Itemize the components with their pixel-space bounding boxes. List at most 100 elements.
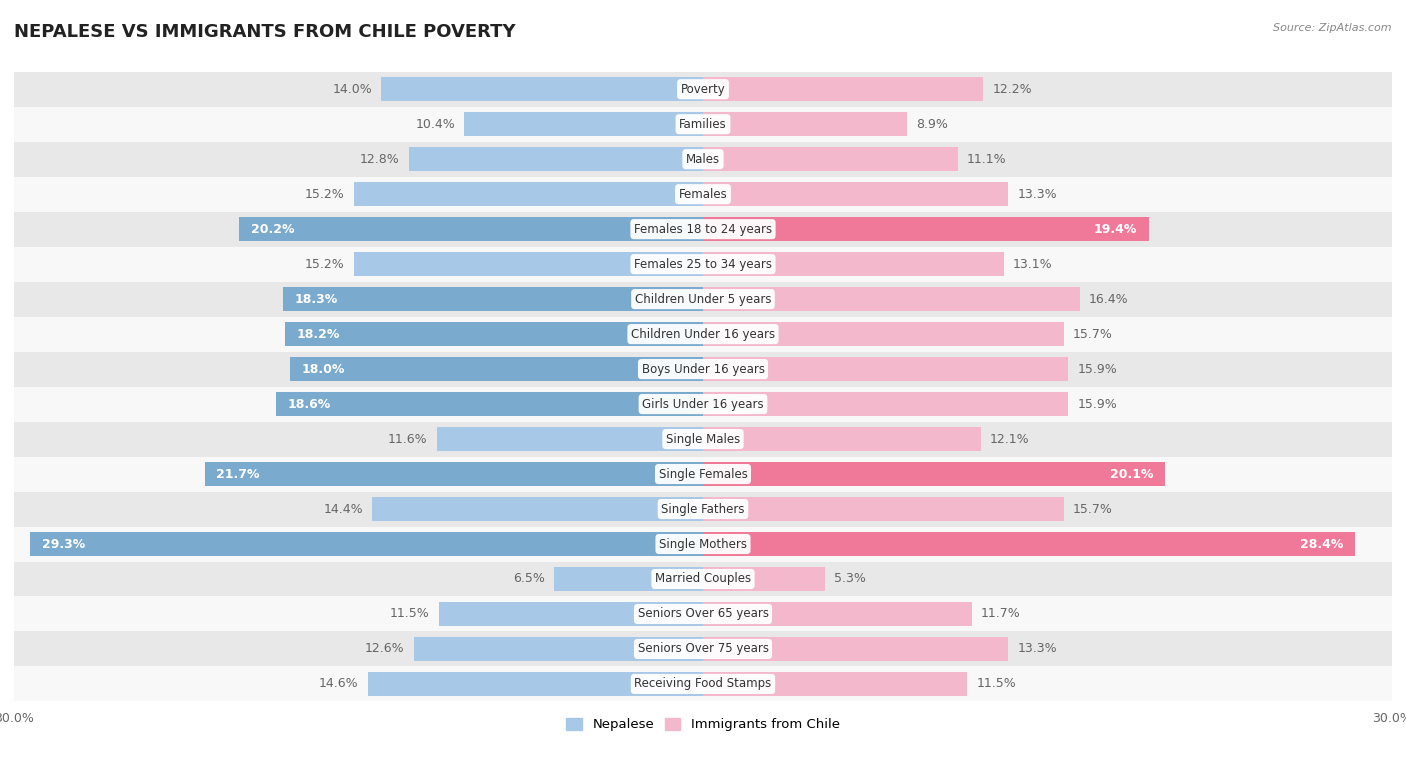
Bar xyxy=(14,597,1392,631)
Text: 14.0%: 14.0% xyxy=(333,83,373,96)
Bar xyxy=(703,77,983,101)
Bar xyxy=(703,428,981,451)
Bar xyxy=(381,77,703,101)
Bar xyxy=(703,392,1069,416)
Text: Married Couples: Married Couples xyxy=(655,572,751,585)
Text: 28.4%: 28.4% xyxy=(1301,537,1344,550)
Text: 15.9%: 15.9% xyxy=(1077,398,1118,411)
Text: Boys Under 16 years: Boys Under 16 years xyxy=(641,362,765,375)
Bar xyxy=(14,456,1392,491)
Text: Children Under 16 years: Children Under 16 years xyxy=(631,327,775,340)
Text: 18.0%: 18.0% xyxy=(301,362,344,375)
Text: 13.1%: 13.1% xyxy=(1012,258,1053,271)
Text: Females 25 to 34 years: Females 25 to 34 years xyxy=(634,258,772,271)
Bar xyxy=(437,428,703,451)
Bar xyxy=(703,112,907,136)
Text: Seniors Over 65 years: Seniors Over 65 years xyxy=(637,607,769,621)
Text: 13.3%: 13.3% xyxy=(1018,188,1057,201)
Text: 18.2%: 18.2% xyxy=(297,327,340,340)
Text: 11.5%: 11.5% xyxy=(976,678,1017,691)
Bar xyxy=(703,637,1008,661)
Text: 6.5%: 6.5% xyxy=(513,572,544,585)
Bar xyxy=(703,602,972,626)
Bar xyxy=(703,497,1063,521)
Text: Families: Families xyxy=(679,117,727,130)
Text: 12.8%: 12.8% xyxy=(360,152,399,166)
Bar xyxy=(14,72,1392,107)
Text: Seniors Over 75 years: Seniors Over 75 years xyxy=(637,643,769,656)
Text: 15.2%: 15.2% xyxy=(305,188,344,201)
Text: 13.3%: 13.3% xyxy=(1018,643,1057,656)
Bar xyxy=(703,567,825,591)
Text: Poverty: Poverty xyxy=(681,83,725,96)
Text: NEPALESE VS IMMIGRANTS FROM CHILE POVERTY: NEPALESE VS IMMIGRANTS FROM CHILE POVERT… xyxy=(14,23,516,41)
Bar xyxy=(14,387,1392,421)
Bar xyxy=(14,282,1392,317)
Text: 18.6%: 18.6% xyxy=(287,398,330,411)
Bar xyxy=(703,357,1069,381)
Bar xyxy=(14,107,1392,142)
Text: 11.1%: 11.1% xyxy=(967,152,1007,166)
Text: Females 18 to 24 years: Females 18 to 24 years xyxy=(634,223,772,236)
Bar xyxy=(703,322,1063,346)
Bar xyxy=(14,527,1392,562)
Text: 10.4%: 10.4% xyxy=(415,117,456,130)
Bar xyxy=(554,567,703,591)
Bar xyxy=(239,218,703,241)
Bar xyxy=(703,147,957,171)
Text: Girls Under 16 years: Girls Under 16 years xyxy=(643,398,763,411)
Bar xyxy=(276,392,703,416)
Text: Single Females: Single Females xyxy=(658,468,748,481)
Bar xyxy=(373,497,703,521)
Text: 15.7%: 15.7% xyxy=(1073,503,1112,515)
Text: Children Under 5 years: Children Under 5 years xyxy=(634,293,772,305)
Bar xyxy=(14,177,1392,211)
Text: 11.6%: 11.6% xyxy=(388,433,427,446)
Bar xyxy=(14,421,1392,456)
Bar xyxy=(283,287,703,311)
Text: 11.7%: 11.7% xyxy=(981,607,1021,621)
Text: 29.3%: 29.3% xyxy=(42,537,84,550)
Text: Receiving Food Stamps: Receiving Food Stamps xyxy=(634,678,772,691)
Bar xyxy=(368,672,703,696)
Text: 12.6%: 12.6% xyxy=(364,643,405,656)
Bar xyxy=(14,562,1392,597)
Bar xyxy=(14,317,1392,352)
Bar xyxy=(14,666,1392,701)
Text: 16.4%: 16.4% xyxy=(1088,293,1129,305)
Bar xyxy=(703,287,1080,311)
Text: 18.3%: 18.3% xyxy=(294,293,337,305)
Text: 11.5%: 11.5% xyxy=(389,607,430,621)
Bar xyxy=(354,182,703,206)
Bar xyxy=(30,532,703,556)
Bar xyxy=(14,211,1392,246)
Text: 20.1%: 20.1% xyxy=(1109,468,1153,481)
Text: 19.4%: 19.4% xyxy=(1094,223,1137,236)
Text: Males: Males xyxy=(686,152,720,166)
Bar xyxy=(14,491,1392,527)
Bar xyxy=(354,252,703,276)
Text: 14.4%: 14.4% xyxy=(323,503,363,515)
Bar xyxy=(703,672,967,696)
Bar xyxy=(205,462,703,486)
Bar xyxy=(14,142,1392,177)
Text: 14.6%: 14.6% xyxy=(319,678,359,691)
Bar xyxy=(439,602,703,626)
Legend: Nepalese, Immigrants from Chile: Nepalese, Immigrants from Chile xyxy=(561,713,845,737)
Text: 5.3%: 5.3% xyxy=(834,572,866,585)
Text: 15.2%: 15.2% xyxy=(305,258,344,271)
Text: 20.2%: 20.2% xyxy=(250,223,294,236)
Bar xyxy=(703,218,1149,241)
Bar xyxy=(290,357,703,381)
Text: 15.7%: 15.7% xyxy=(1073,327,1112,340)
Text: 8.9%: 8.9% xyxy=(917,117,949,130)
Text: Females: Females xyxy=(679,188,727,201)
Text: 15.9%: 15.9% xyxy=(1077,362,1118,375)
Bar xyxy=(14,352,1392,387)
Bar xyxy=(285,322,703,346)
Bar xyxy=(409,147,703,171)
Text: Single Mothers: Single Mothers xyxy=(659,537,747,550)
Text: 12.2%: 12.2% xyxy=(993,83,1032,96)
Bar xyxy=(703,252,1004,276)
Bar xyxy=(464,112,703,136)
